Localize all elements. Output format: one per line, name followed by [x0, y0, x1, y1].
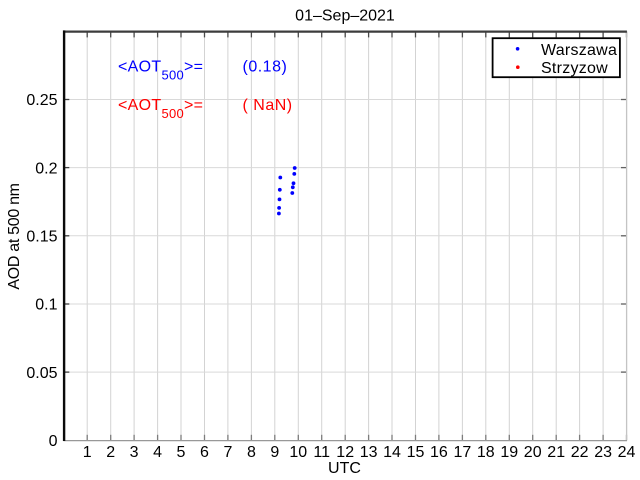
svg-text:8: 8 — [247, 444, 256, 461]
svg-text:10: 10 — [289, 444, 307, 461]
svg-text:0.1: 0.1 — [35, 297, 57, 314]
svg-text:7: 7 — [223, 444, 232, 461]
svg-text:0.05: 0.05 — [26, 365, 57, 382]
svg-text:01–Sep–2021: 01–Sep–2021 — [295, 8, 395, 25]
svg-text:15: 15 — [407, 444, 425, 461]
svg-text:Warszawa: Warszawa — [541, 42, 617, 59]
svg-text:9: 9 — [270, 444, 279, 461]
svg-text:22: 22 — [571, 444, 589, 461]
svg-text:5: 5 — [177, 444, 186, 461]
svg-text:14: 14 — [383, 444, 401, 461]
svg-text:11: 11 — [313, 444, 330, 461]
svg-text:16: 16 — [430, 444, 448, 461]
svg-text:2: 2 — [106, 444, 115, 461]
svg-text:24: 24 — [618, 444, 636, 461]
svg-text:0: 0 — [49, 433, 58, 450]
svg-text:0.2: 0.2 — [35, 160, 57, 177]
svg-text:13: 13 — [360, 444, 378, 461]
svg-text:(0.18): (0.18) — [243, 59, 288, 76]
svg-text:0.25: 0.25 — [26, 92, 57, 109]
svg-text:4: 4 — [153, 444, 162, 461]
svg-text:Strzyzow: Strzyzow — [541, 60, 608, 77]
svg-text:<AOT500>=: <AOT500>= — [118, 59, 203, 83]
svg-text:17: 17 — [454, 444, 472, 461]
svg-text:12: 12 — [336, 444, 354, 461]
svg-text:6: 6 — [200, 444, 209, 461]
svg-text:21: 21 — [547, 444, 565, 461]
svg-text:<AOT500>=: <AOT500>= — [118, 97, 203, 121]
svg-text:1: 1 — [83, 444, 92, 461]
svg-text:20: 20 — [524, 444, 542, 461]
svg-text:UTC: UTC — [328, 460, 361, 477]
svg-text:AOD at 500 nm: AOD at 500 nm — [6, 183, 23, 289]
svg-text:0.15: 0.15 — [26, 229, 57, 246]
svg-text:18: 18 — [477, 444, 495, 461]
svg-text:3: 3 — [130, 444, 139, 461]
svg-text:19: 19 — [500, 444, 518, 461]
svg-text:( NaN): ( NaN) — [243, 97, 293, 114]
svg-text:23: 23 — [594, 444, 612, 461]
